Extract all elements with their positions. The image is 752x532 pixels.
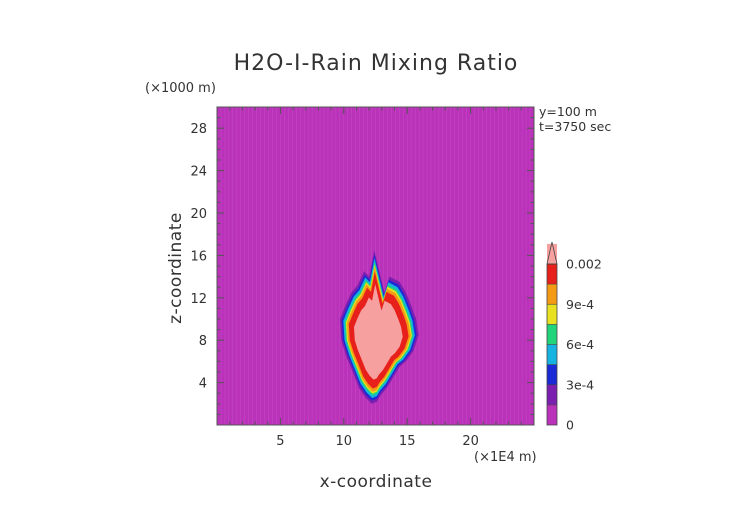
y-tick-label: 12 [190,292,207,307]
x-axis-unit: (×1E4 m) [474,450,537,465]
colorbar-frame [546,263,558,426]
colorbar-segment [547,344,557,365]
y-axis-unit: (×1000 m) [145,81,216,96]
mixing-ratio-field [217,107,534,425]
colorbar-tick-label: 3e-4 [566,377,594,392]
y-tick-label: 8 [199,334,207,349]
colorbar-segment [547,284,557,305]
colorbar-segment [547,304,557,325]
y-tick-label: 4 [199,377,207,392]
colorbar-segment [547,324,557,345]
info-y-location: y=100 m [539,104,597,119]
colorbar-segment [547,264,557,285]
y-tick-label: 16 [190,249,207,264]
colorbar-tick-label: 0.002 [566,257,602,272]
colorbar-tick-label: 9e-4 [566,297,594,312]
y-tick-label: 20 [190,207,207,222]
x-axis-label: x-coordinate [320,472,433,492]
field-contour-level-8 [354,284,403,380]
chart-title: H2O-I-Rain Mixing Ratio [234,51,519,76]
x-tick-label: 15 [399,434,416,449]
x-tick-label: 5 [276,434,284,449]
info-time: t=3750 sec [539,119,611,134]
plot-axes: 5 10 15 20 4 8 12 16 20 24 28 [190,106,535,449]
colorbar-segment [547,384,557,405]
colorbar-tick-label: 0 [566,418,574,433]
x-tick-label: 10 [336,434,353,449]
colorbar-segment [547,404,557,425]
colorbar: 0 3e-4 6e-4 9e-4 0.002 [546,241,602,433]
y-tick-label: 28 [190,122,207,137]
y-tick-label: 24 [190,165,207,180]
colorbar-tick-label: 6e-4 [566,337,594,352]
x-tick-label: 20 [462,434,479,449]
colorbar-segment [547,364,557,385]
y-axis-label: z-coordinate [166,212,186,324]
